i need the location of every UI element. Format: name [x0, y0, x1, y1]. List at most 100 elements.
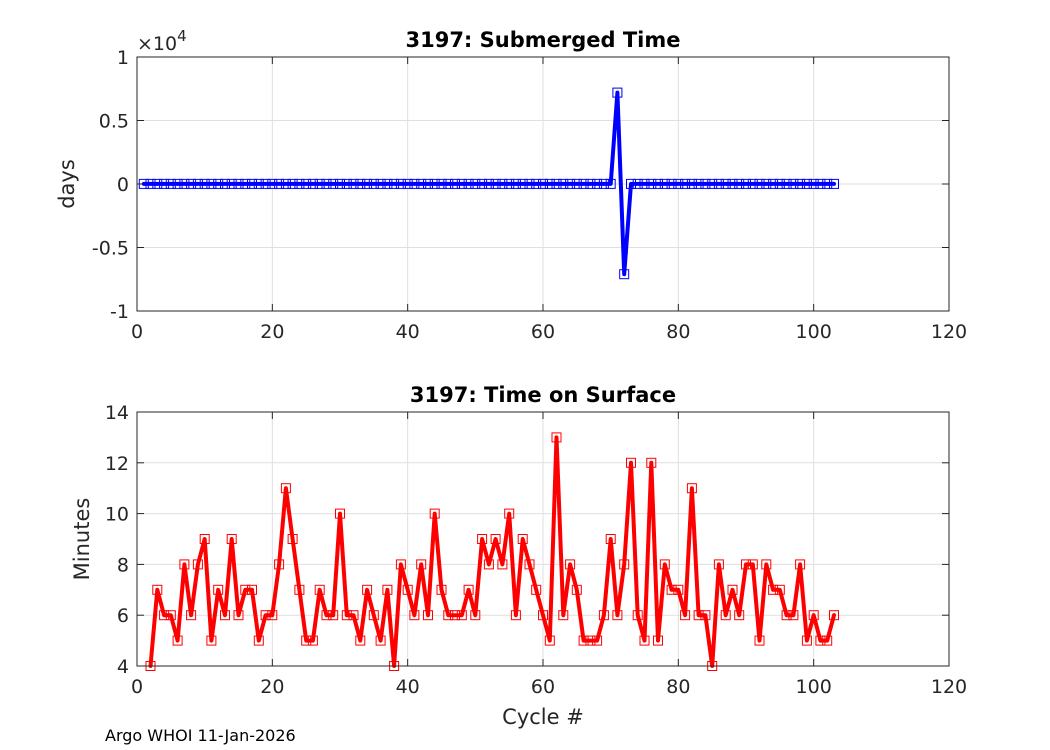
data-point-marker — [801, 635, 812, 646]
data-point-marker — [747, 559, 758, 570]
data-point-marker — [416, 178, 427, 189]
data-point-marker — [795, 559, 806, 570]
data-point-marker — [727, 178, 738, 189]
data-point-marker — [483, 559, 494, 570]
data-point-marker — [680, 178, 691, 189]
data-point-marker — [808, 610, 819, 621]
data-point-marker — [829, 178, 839, 189]
data-point-marker — [172, 178, 183, 189]
x-tick-label: 20 — [260, 321, 284, 343]
data-point-marker — [307, 635, 318, 646]
data-point-marker — [612, 610, 623, 621]
data-point-marker — [639, 635, 650, 646]
data-point-marker — [713, 178, 724, 189]
y-tick-label: 10 — [105, 504, 129, 526]
data-point-marker — [165, 178, 176, 189]
data-point-marker — [294, 178, 305, 189]
exponent-base: ×10 — [137, 33, 177, 55]
data-point-marker — [761, 178, 772, 189]
data-point-marker — [612, 87, 623, 98]
data-point-marker — [423, 178, 433, 189]
data-point-marker — [159, 610, 170, 621]
data-point-marker — [538, 610, 548, 621]
data-point-marker — [240, 584, 251, 595]
data-point-marker — [450, 610, 460, 621]
x-tick-label: 60 — [531, 676, 555, 698]
data-point-marker — [368, 178, 379, 189]
data-point-marker — [653, 635, 663, 646]
data-point-marker — [314, 178, 325, 189]
data-point-marker — [341, 178, 352, 189]
data-point-marker — [544, 178, 555, 189]
data-point-marker — [274, 559, 285, 570]
data-point-marker — [240, 178, 251, 189]
y-tick-label: -1 — [110, 301, 129, 323]
exponent-label: ×104 — [137, 27, 187, 55]
data-point-marker — [720, 178, 731, 189]
x-tick-label: 80 — [666, 321, 690, 343]
data-point-marker — [301, 635, 312, 646]
x-tick-label: 60 — [531, 321, 555, 343]
data-point-marker — [470, 178, 481, 189]
data-point-marker — [355, 635, 366, 646]
data-point-marker — [348, 610, 359, 621]
data-point-marker — [328, 178, 339, 189]
data-point-marker — [754, 178, 765, 189]
data-point-marker — [206, 178, 217, 189]
data-point-marker — [497, 559, 508, 570]
data-point-marker — [220, 178, 230, 189]
data-point-marker — [734, 610, 745, 621]
data-point-marker — [179, 178, 190, 189]
data-point-marker — [598, 178, 609, 189]
data-point-marker — [707, 178, 718, 189]
data-point-marker — [626, 457, 636, 468]
data-point-marker — [226, 178, 237, 189]
data-point-marker — [267, 178, 278, 189]
data-point-marker — [253, 178, 264, 189]
data-point-marker — [199, 178, 210, 189]
y-tick-label: -0.5 — [92, 238, 129, 260]
x-tick-label: 120 — [931, 676, 967, 698]
data-point-marker — [172, 635, 183, 646]
data-point-marker — [659, 178, 670, 189]
y-tick-label: 4 — [117, 656, 129, 678]
data-point-marker — [619, 559, 630, 570]
data-point-marker — [233, 610, 244, 621]
data-point-marker — [368, 610, 379, 621]
data-point-marker — [450, 178, 460, 189]
data-point-marker — [165, 610, 176, 621]
data-point-marker — [822, 635, 833, 646]
data-point-marker — [517, 534, 528, 544]
data-point-marker — [402, 178, 413, 189]
data-point-marker — [774, 178, 785, 189]
data-point-marker — [260, 178, 271, 189]
data-point-marker — [639, 178, 650, 189]
data-point-marker — [192, 178, 203, 189]
data-point-marker — [253, 635, 264, 646]
data-point-marker — [192, 559, 203, 570]
data-point-marker — [429, 508, 440, 519]
footer-credit: Argo WHOI 11-Jan-2026 — [105, 726, 296, 745]
data-point-marker — [267, 610, 278, 621]
data-point-marker — [666, 584, 677, 595]
data-point-marker — [490, 534, 501, 544]
data-point-marker — [152, 178, 163, 189]
data-point-marker — [510, 178, 521, 189]
tick-labels: 0 20 40 60 80 100 120 4 6 8 10 12 14 — [105, 402, 967, 698]
data-point-marker — [558, 610, 569, 621]
series — [138, 87, 839, 280]
data-point-marker — [382, 584, 393, 595]
data-point-marker — [287, 534, 298, 544]
data-point-marker — [666, 178, 677, 189]
data-point-marker — [659, 559, 670, 570]
data-point-marker — [375, 635, 386, 646]
data-point-marker — [402, 584, 413, 595]
data-point-marker — [443, 610, 454, 621]
data-point-marker — [700, 178, 711, 189]
data-point-marker — [423, 610, 433, 621]
data-point-marker — [571, 178, 582, 189]
x-tick-label: 100 — [796, 321, 832, 343]
surface-time-axes: 0 20 40 60 80 100 120 4 6 8 10 12 14 3197: Time on S… — [70, 383, 967, 729]
data-point-marker — [673, 584, 684, 595]
data-point-marker — [463, 584, 474, 595]
